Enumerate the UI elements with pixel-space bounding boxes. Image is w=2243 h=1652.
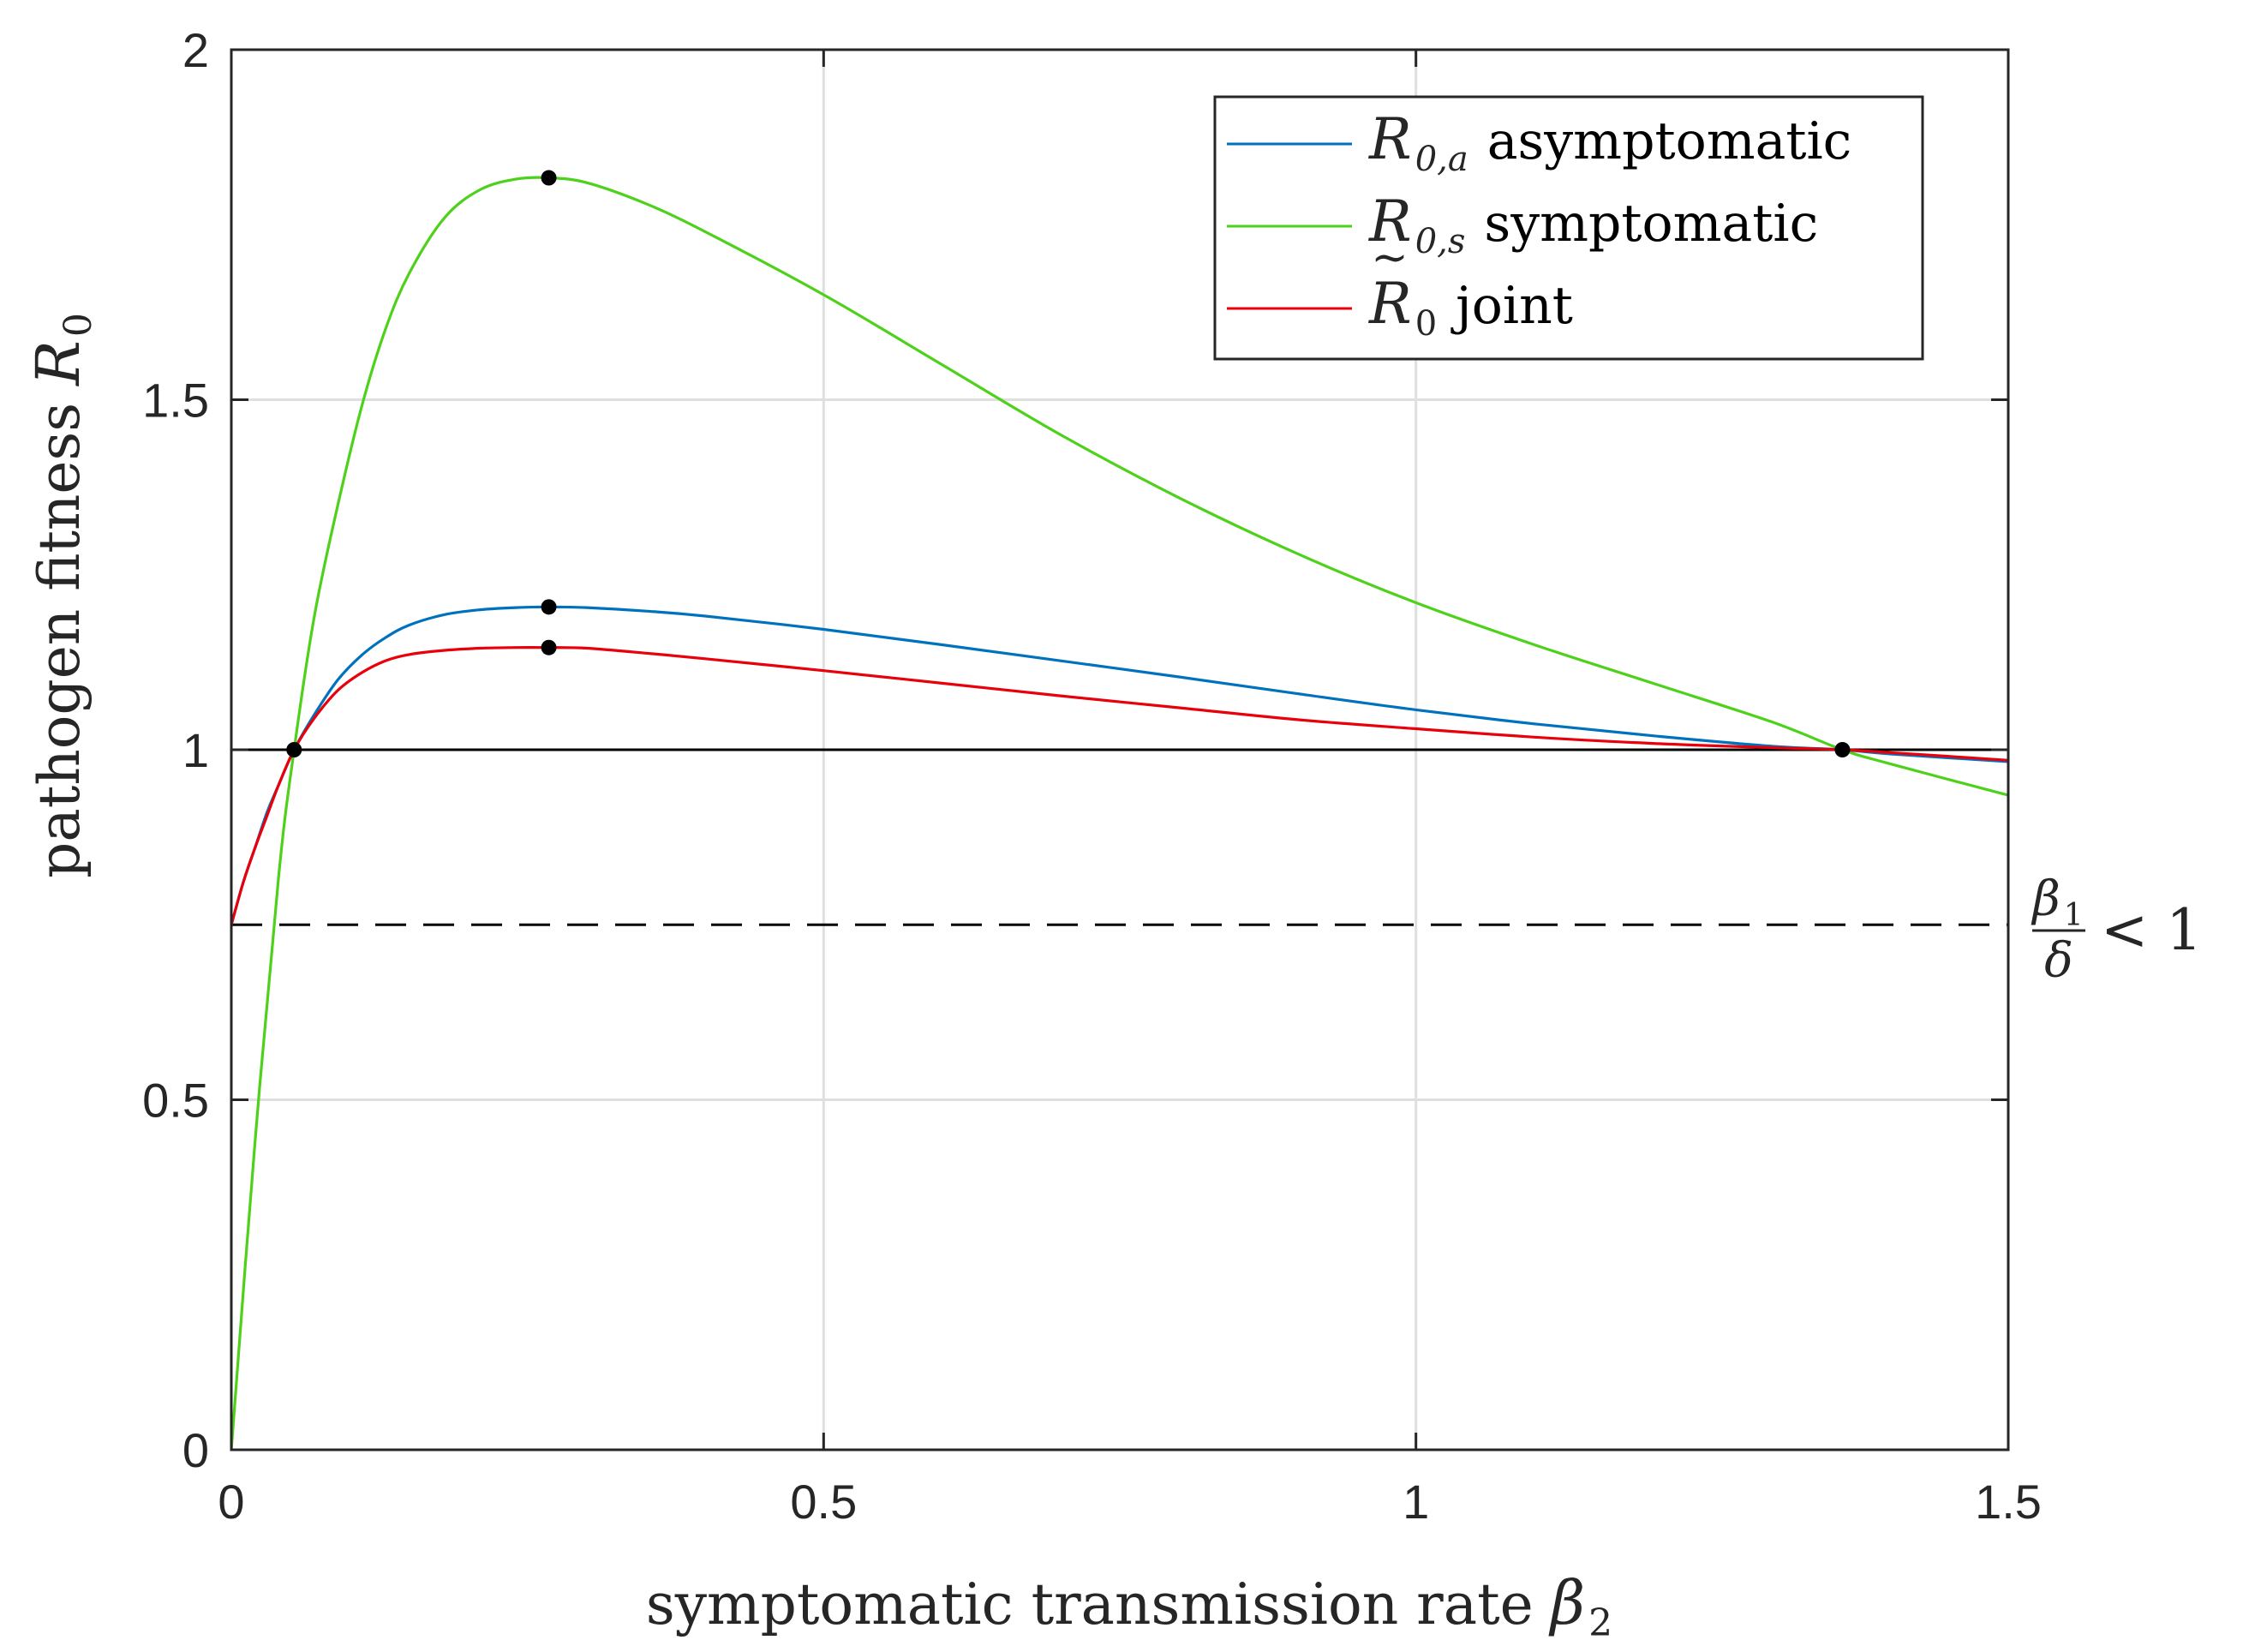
- series-line-joint: [230, 646, 2009, 925]
- tick-labels: 0 0.5 1 1.5 0 0.5 1 1.5 2: [142, 23, 2042, 1529]
- x-tick-label: 0.5: [790, 1475, 857, 1529]
- legend: R 0,a asymptomatic R 0,s symptomatic R 0…: [1213, 95, 1924, 361]
- annotation-numerator: β 1: [2031, 871, 2083, 933]
- annotation-denominator: δ: [2044, 933, 2073, 989]
- legend-entry-joint: R 0 joint: [1368, 271, 1573, 344]
- y-tick-label: 1: [182, 723, 209, 777]
- marker-point: [541, 599, 557, 615]
- marker-point: [541, 639, 557, 655]
- y-tick-label: 0: [182, 1423, 209, 1477]
- marker-point: [541, 170, 557, 186]
- annotation-relation: < 1: [2101, 897, 2202, 963]
- legend-box: [1213, 95, 1924, 361]
- reference-lines: [231, 748, 2008, 926]
- x-tick-label: 1: [1403, 1475, 1429, 1529]
- y-tick-label: 2: [182, 23, 209, 77]
- y-axis-label: pathogen fitness R 0: [23, 313, 100, 878]
- y-tick-label: 0.5: [142, 1074, 209, 1128]
- series-line-symptomatic: [230, 176, 2009, 1451]
- legend-tilde-mark: ~: [1371, 232, 1409, 284]
- series-group: [230, 176, 2009, 1451]
- marker-point: [286, 742, 302, 757]
- svg-text:pathogen fitness R: pathogen fitness R 0: [23, 313, 100, 878]
- marker-point: [1834, 742, 1851, 757]
- tick-marks: [230, 48, 2010, 1451]
- x-tick-label: 1.5: [1975, 1475, 2042, 1529]
- legend-entry-asymptomatic: R 0,a asymptomatic: [1368, 106, 1851, 179]
- x-tick-label: 0: [218, 1475, 244, 1529]
- y-tick-label: 1.5: [142, 374, 209, 428]
- marker-points: [286, 170, 1851, 757]
- x-axis-label: symptomatic transmission rate β 2: [646, 1568, 1612, 1645]
- threshold-annotation: β 1 δ < 1: [2020, 865, 2234, 994]
- legend-entry-symptomatic: R 0,s symptomatic: [1368, 189, 1818, 261]
